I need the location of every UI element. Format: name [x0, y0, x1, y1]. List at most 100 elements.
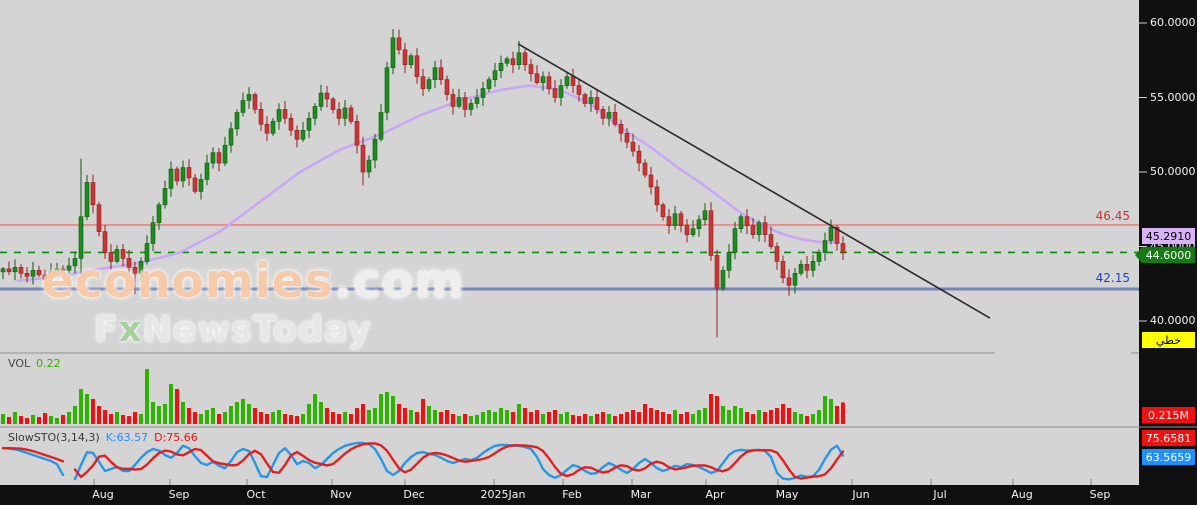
- volume-bar: [565, 412, 569, 424]
- time-axis-label[interactable]: Jun: [852, 488, 870, 501]
- volume-bar: [691, 414, 695, 424]
- candle-body: [174, 168, 180, 182]
- time-axis-label[interactable]: Apr: [705, 488, 725, 501]
- time-axis-label[interactable]: Sep: [168, 488, 190, 501]
- candle-body: [48, 271, 54, 280]
- chart-plot-background[interactable]: [0, 0, 1139, 485]
- time-axis-label[interactable]: Aug: [92, 488, 114, 501]
- candle-body: [822, 240, 828, 253]
- volume-bar: [247, 404, 251, 424]
- candle-body: [804, 264, 810, 271]
- candle-body: [834, 226, 840, 244]
- candle-body: [156, 204, 162, 223]
- volume-bar: [829, 399, 833, 424]
- sto-d-badge: 75.6581: [1142, 430, 1195, 446]
- sto-d-value: D:75.66: [154, 431, 198, 444]
- time-axis-label[interactable]: Mar: [630, 488, 652, 501]
- candle-body: [612, 112, 618, 125]
- candle-body: [720, 270, 726, 289]
- volume-bar: [79, 389, 83, 424]
- candle-body: [618, 124, 624, 134]
- volume-bar: [97, 406, 101, 424]
- candle-body: [54, 268, 60, 273]
- candle-body: [498, 62, 504, 71]
- volume-bar: [385, 392, 389, 424]
- volume-bar: [823, 396, 827, 424]
- candle-body: [264, 124, 270, 134]
- candle-body: [564, 76, 570, 86]
- candle-body: [750, 225, 756, 235]
- candle-body: [168, 168, 174, 189]
- candle-body: [36, 270, 42, 276]
- candle-body: [672, 213, 678, 226]
- candle-body: [732, 228, 738, 253]
- volume-bar: [301, 414, 305, 424]
- candle-body: [222, 144, 228, 164]
- candle-body: [774, 246, 780, 262]
- candle-body: [276, 109, 282, 122]
- time-axis-label[interactable]: 2025Jan: [480, 488, 526, 501]
- candle-body: [426, 79, 432, 89]
- candle-body: [228, 128, 234, 146]
- volume-bar: [625, 412, 629, 424]
- candle-body: [798, 264, 804, 274]
- candle-body: [306, 118, 312, 131]
- time-axis-label[interactable]: Feb: [562, 488, 582, 501]
- time-axis-label[interactable]: May: [775, 488, 799, 501]
- candle-body: [30, 270, 36, 277]
- candle-body: [630, 141, 636, 152]
- volume-bar: [685, 412, 689, 424]
- time-axis-label[interactable]: Sep: [1089, 488, 1111, 501]
- volume-bar: [835, 406, 839, 424]
- candle-body: [726, 252, 732, 271]
- volume-bar: [223, 412, 227, 424]
- candle-body: [342, 107, 348, 119]
- volume-bar: [145, 369, 149, 424]
- volume-bar: [487, 410, 491, 424]
- time-axis-label[interactable]: Oct: [246, 488, 266, 501]
- candle-body: [372, 138, 378, 161]
- candle-body: [72, 258, 78, 267]
- candle-body: [312, 106, 318, 119]
- volume-bar: [475, 415, 479, 424]
- candle-body: [78, 216, 84, 259]
- volume-bar: [415, 412, 419, 424]
- candle-body: [246, 94, 252, 101]
- candle-body: [330, 98, 336, 110]
- scale-type-badge[interactable]: خطي: [1142, 332, 1195, 348]
- time-axis-label[interactable]: Dec: [403, 488, 425, 501]
- volume-bar: [541, 414, 545, 424]
- resistance-level-label: 46.45: [1095, 209, 1130, 223]
- volume-bar: [775, 408, 779, 424]
- volume-bar: [433, 410, 437, 424]
- volume-bar: [679, 414, 683, 424]
- candle-body: [180, 167, 186, 182]
- volume-bar: [7, 417, 11, 424]
- candle-body: [108, 252, 114, 262]
- time-axis-strip[interactable]: [0, 485, 1197, 505]
- volume-bar: [841, 402, 845, 424]
- candle-body: [300, 129, 306, 140]
- candle-body: [504, 58, 510, 64]
- sto-pane-header: SlowSTO(3,14,3) K:63.57 D:75.66: [8, 431, 204, 444]
- volume-bar: [121, 415, 125, 424]
- time-axis-label[interactable]: Jul: [933, 488, 947, 501]
- candle-body: [588, 97, 594, 104]
- sto-d-line: [1, 442, 845, 480]
- time-axis-label[interactable]: Nov: [330, 488, 352, 501]
- candle-body: [162, 188, 168, 206]
- volume-bar: [169, 384, 173, 424]
- volume-bar: [745, 412, 749, 424]
- candle-body: [414, 55, 420, 77]
- volume-bar: [1, 414, 5, 424]
- volume-bar: [259, 412, 263, 424]
- volume-bar: [703, 408, 707, 424]
- volume-bar: [295, 416, 299, 424]
- time-axis-label[interactable]: Aug: [1011, 488, 1033, 501]
- candle-body: [240, 100, 246, 113]
- candle-body: [150, 222, 156, 244]
- volume-bar: [373, 408, 377, 424]
- volume-bar: [547, 412, 551, 424]
- candle-body: [192, 177, 198, 192]
